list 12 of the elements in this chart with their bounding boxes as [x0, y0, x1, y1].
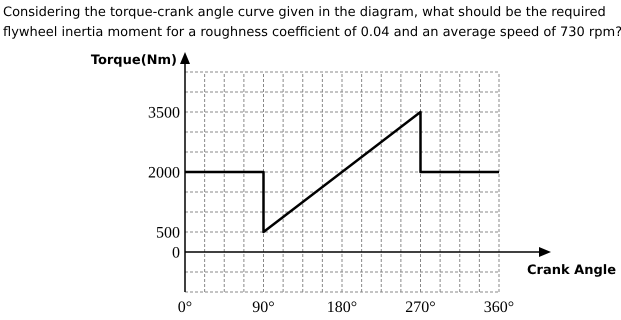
y-tick-label: 3500 [148, 104, 180, 122]
y-axis-title: Torque(Nm) [90, 53, 177, 68]
x-tick-label: 180° [326, 299, 358, 316]
y-tick-label: 0 [172, 244, 180, 262]
x-axis-title: Crank Angle [527, 263, 616, 278]
x-tick-label: 90° [252, 299, 275, 316]
x-tick-label: 270° [405, 299, 436, 316]
y-tick-label: 500 [156, 224, 180, 242]
y-tick-label: 2000 [148, 164, 180, 182]
chart-title: Considering the torque-crank angle curve given in the diagram, what should be the required flywheel inertia moment for a roughness coefficient of 0.04 and an average speed of 730 rpm? [3, 5, 621, 40]
x-tick-label: 0° [178, 299, 192, 316]
x-tick-label: 360° [484, 299, 514, 316]
